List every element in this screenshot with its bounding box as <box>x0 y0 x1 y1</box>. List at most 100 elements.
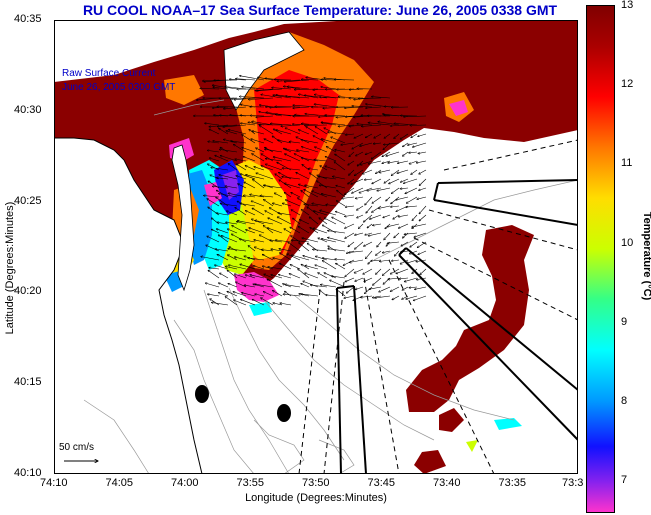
y-axis-label: Latitude (Degrees:Minutes) <box>4 201 16 335</box>
current-vector <box>226 131 238 135</box>
current-vector <box>252 121 274 126</box>
latitude-tick-label: 40:20 <box>14 285 42 298</box>
current-vector <box>366 205 373 213</box>
current-vector <box>235 79 256 81</box>
current-vector <box>290 227 301 234</box>
current-vector <box>372 196 382 203</box>
current-vector <box>314 160 328 162</box>
current-vector <box>288 242 301 252</box>
current-vector <box>365 133 373 138</box>
longitude-tick-label: 74:05 <box>105 477 134 489</box>
latitude-tick-label: 40:35 <box>14 13 42 25</box>
current-vector <box>301 294 319 297</box>
current-vector <box>368 123 391 126</box>
current-vector <box>404 277 418 282</box>
current-vector <box>419 178 427 186</box>
current-vector <box>211 168 229 171</box>
current-vector <box>226 211 238 216</box>
current-vector <box>207 164 220 171</box>
current-vector <box>235 207 247 216</box>
current-vector <box>357 124 373 126</box>
current-vector <box>315 126 328 135</box>
current-vector <box>220 147 229 153</box>
current-vector <box>382 268 391 276</box>
current-vector <box>252 299 265 306</box>
sst-map: Raw Surface Current June 26, 2005 0300 G… <box>54 20 578 474</box>
current-vector <box>255 294 265 297</box>
current-vector <box>242 147 256 153</box>
current-vector <box>313 136 328 144</box>
current-vector <box>227 291 238 297</box>
current-vector <box>387 241 400 243</box>
current-vector <box>316 181 328 189</box>
current-vector <box>305 185 319 189</box>
current-vector <box>375 295 391 298</box>
current-vector <box>287 87 310 90</box>
current-vector <box>315 256 328 261</box>
current-vector <box>400 178 409 182</box>
current-vector <box>379 259 391 262</box>
current-vector <box>270 124 292 126</box>
current-vector <box>390 125 409 126</box>
current-vector <box>233 292 247 297</box>
current-vector <box>283 86 301 90</box>
current-vector <box>291 210 301 216</box>
current-vector <box>248 258 265 261</box>
current-vector <box>406 205 418 207</box>
current-vector <box>263 199 274 207</box>
current-vector <box>332 176 346 180</box>
current-vector <box>367 223 373 228</box>
current-vector <box>256 88 283 91</box>
current-vector <box>412 223 427 227</box>
current-vector <box>399 278 409 279</box>
current-vector <box>296 172 310 180</box>
current-vector <box>207 294 220 297</box>
current-vector <box>263 292 274 297</box>
current-vector <box>245 166 256 171</box>
current-vector <box>368 160 382 164</box>
current-vector <box>335 259 346 260</box>
current-vector <box>391 196 400 204</box>
current-vector <box>196 97 220 100</box>
current-vector <box>214 265 229 270</box>
current-vector <box>377 241 382 247</box>
current-vector <box>325 166 337 171</box>
current-vector <box>344 187 355 195</box>
current-vector <box>279 253 292 261</box>
colorbar-tick-label: 12 <box>621 78 634 91</box>
current-vector <box>296 150 310 153</box>
current-vector <box>318 273 328 279</box>
current-vector <box>335 154 346 162</box>
current-vector <box>301 283 310 288</box>
current-vector <box>363 268 373 274</box>
colorbar-tick-label: 7 <box>621 474 628 487</box>
current-vector <box>237 221 256 225</box>
current-vector <box>261 166 274 171</box>
current-vector <box>312 249 328 252</box>
current-vector <box>344 106 364 108</box>
current-vector <box>375 268 382 275</box>
current-vector <box>355 151 364 156</box>
current-vector <box>394 133 400 139</box>
current-vector <box>325 156 337 162</box>
current-vector <box>396 268 409 274</box>
current-vector <box>273 303 283 306</box>
current-vector <box>349 124 364 126</box>
temperature-colorbar <box>586 5 615 513</box>
current-vector <box>272 290 283 297</box>
current-vector <box>218 194 238 198</box>
current-vector <box>328 132 346 135</box>
current-vector <box>284 154 301 162</box>
colorbar-tick-label: 13 <box>621 0 634 11</box>
current-vector <box>372 223 382 225</box>
current-vector <box>291 255 310 261</box>
current-vector <box>245 211 256 216</box>
longitude-tick-label: 73:45 <box>367 477 396 489</box>
current-vector <box>234 257 247 261</box>
current-vector <box>328 246 337 252</box>
current-vector <box>324 218 337 225</box>
current-vector <box>211 229 220 234</box>
current-vector <box>369 286 382 289</box>
current-vector <box>359 187 373 193</box>
current-vector <box>298 226 310 234</box>
